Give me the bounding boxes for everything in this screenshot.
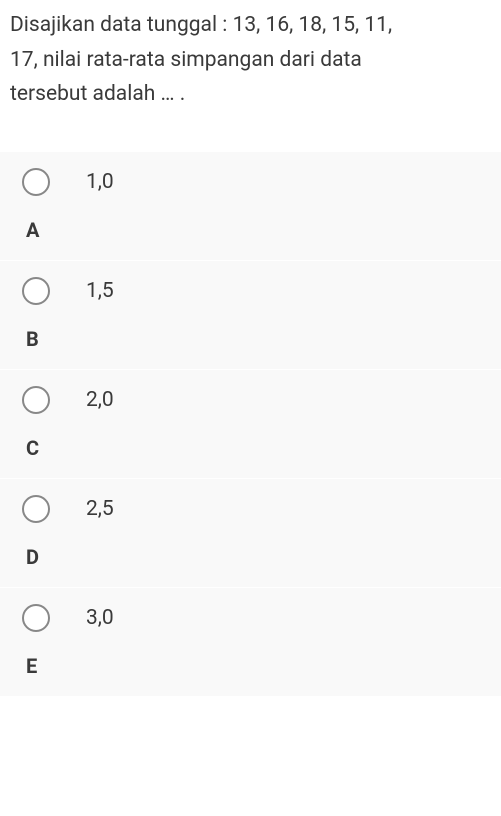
option-letter: E (22, 654, 491, 678)
option-value: 1,0 (86, 170, 114, 194)
option-c[interactable]: 2,0 C (0, 370, 501, 479)
option-letter: C (22, 436, 491, 460)
options-container: 1,0 A 1,5 B 2,0 C 2,5 D 3,0 E (0, 152, 501, 697)
option-letter: A (22, 218, 491, 242)
option-value: 2,5 (86, 497, 114, 521)
radio-icon[interactable] (22, 604, 50, 632)
option-top: 3,0 (22, 604, 491, 632)
option-value: 2,0 (86, 388, 114, 412)
option-top: 1,0 (22, 168, 491, 196)
option-d[interactable]: 2,5 D (0, 479, 501, 588)
option-e[interactable]: 3,0 E (0, 588, 501, 697)
option-letter: B (22, 327, 491, 351)
question-line-3: tersebut adalah … . (10, 82, 185, 106)
option-value: 1,5 (86, 279, 114, 303)
option-value: 3,0 (86, 606, 114, 630)
radio-icon[interactable] (22, 386, 50, 414)
option-a[interactable]: 1,0 A (0, 152, 501, 261)
option-top: 2,5 (22, 495, 491, 523)
option-top: 2,0 (22, 386, 491, 414)
option-letter: D (22, 545, 491, 569)
question-line-1: Disajikan data tunggal : 13, 16, 18, 15,… (10, 13, 392, 37)
radio-icon[interactable] (22, 168, 50, 196)
option-top: 1,5 (22, 277, 491, 305)
option-b[interactable]: 1,5 B (0, 261, 501, 370)
radio-icon[interactable] (22, 277, 50, 305)
question-line-2: 17, nilai rata-rata simpangan dari data (10, 48, 362, 72)
radio-icon[interactable] (22, 495, 50, 523)
question-text: Disajikan data tunggal : 13, 16, 18, 15,… (0, 0, 501, 112)
